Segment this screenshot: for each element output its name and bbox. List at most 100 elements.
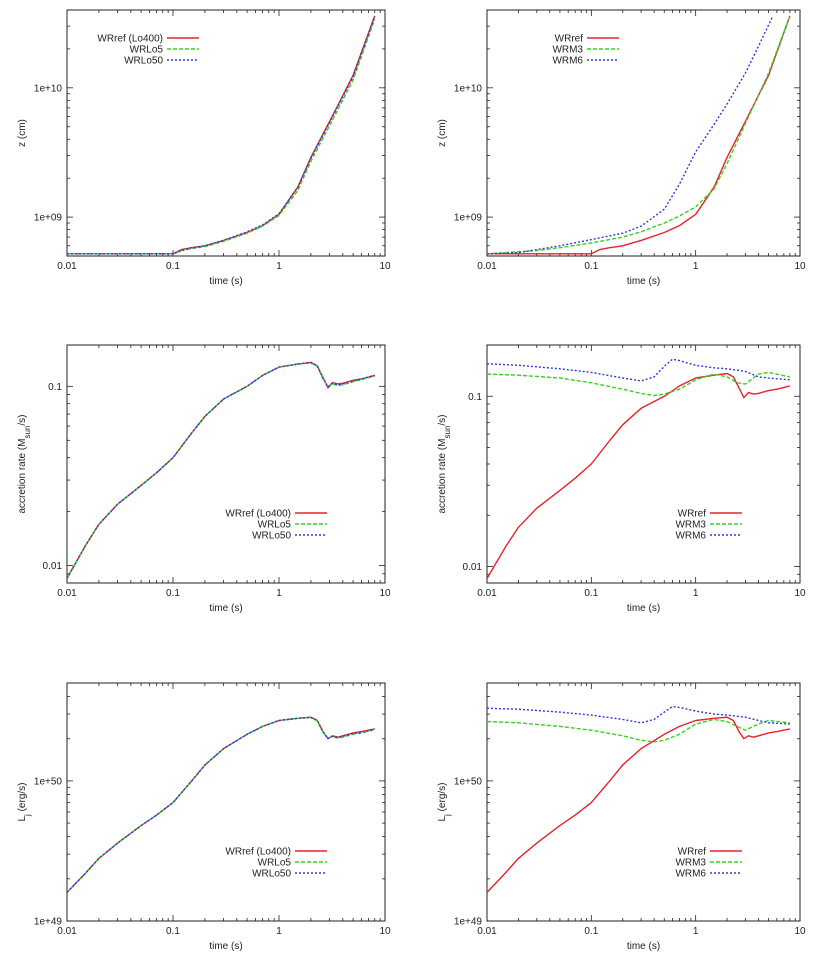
x-tick-label: 0.01	[477, 926, 497, 937]
series-group	[67, 361, 375, 579]
series-line-wrref	[487, 372, 791, 579]
x-tick-label: 1	[693, 588, 699, 599]
series-line-wrlo50	[67, 716, 375, 893]
series-line-wrref-lo400-	[67, 716, 375, 893]
y-axis-label-tail: /s)	[437, 414, 448, 425]
x-tick-label: 1	[693, 261, 699, 272]
series-line-wrlo50	[67, 361, 375, 579]
y-axis-label: Lj (erg/s)	[437, 782, 452, 821]
y-axis-label-subscript: j	[23, 814, 32, 817]
y-axis-label-main: accretion rate (M	[437, 438, 448, 513]
x-tick-label: 10	[379, 926, 391, 937]
x-tick-label: 10	[794, 261, 806, 272]
y-tick-label: 1e+10	[34, 83, 63, 94]
x-tick-label: 10	[379, 261, 391, 272]
x-tick-label: 0.1	[166, 926, 180, 937]
legend-label: WRLo50	[124, 56, 163, 67]
y-tick-label: 1e+50	[454, 776, 483, 787]
x-tick-label: 10	[794, 588, 806, 599]
plot-frame	[486, 682, 801, 922]
y-axis-label-main: z (cm)	[17, 119, 28, 147]
y-axis-label-main: L	[437, 816, 448, 822]
y-tick-label: 1e+49	[454, 917, 483, 928]
legend-label: WRM3	[552, 45, 583, 56]
series-group	[487, 358, 791, 579]
legend-label: WRLo5	[258, 520, 292, 531]
series-line-wrlo5	[67, 18, 376, 255]
y-axis-label-main: accretion rate (M	[17, 438, 28, 513]
x-tick-label: 0.1	[584, 588, 598, 599]
x-axis-label: time (s)	[209, 276, 242, 287]
legend-label: WRref	[678, 847, 707, 858]
series-group	[487, 15, 791, 255]
x-tick-label: 1	[276, 261, 282, 272]
legend-label: WRLo50	[252, 531, 291, 542]
series-line-wrref-lo400-	[67, 15, 376, 255]
series-line-wrm6	[487, 705, 790, 725]
y-tick-label: 0.01	[463, 562, 483, 573]
x-tick-label: 1	[693, 926, 699, 937]
series-line-wrlo5	[67, 362, 375, 579]
series-group	[487, 705, 791, 893]
chart-panel-lj-ref-lo: 0.01 0.1 1 10 1e+49 1e+50 time (s) Lj (erg/s) WR…	[17, 682, 391, 952]
plot-frame	[66, 9, 386, 257]
legend-label: WRref	[678, 509, 707, 520]
series-line-wrlo5	[67, 716, 375, 893]
series-line-wrm6	[487, 358, 790, 382]
x-tick-label: 10	[379, 588, 391, 599]
series-line-wrref	[487, 716, 791, 893]
series-line-wrm3	[487, 15, 791, 255]
x-tick-label: 1	[276, 588, 282, 599]
x-axis-label: time (s)	[627, 941, 660, 952]
legend-label: WRM6	[675, 869, 706, 880]
x-axis-label: time (s)	[209, 941, 242, 952]
x-tick-label: 0.01	[57, 261, 77, 272]
y-tick-label: 1e+09	[34, 213, 63, 224]
y-axis-label-tail: (erg/s)	[17, 782, 28, 814]
y-axis-label-main: L	[17, 816, 28, 822]
plot-frame	[66, 344, 386, 584]
legend-label: WRLo50	[252, 869, 291, 880]
chart-panel-z-ref-lo: 0.01 0.1 1 10 1e+09 1e+10 time (s) z (cm) WRref …	[17, 9, 391, 287]
series-group	[67, 15, 376, 255]
y-axis-label-main: z (cm)	[437, 119, 448, 147]
y-tick-label: 1e+09	[454, 213, 483, 224]
y-tick-label: 1e+49	[34, 917, 63, 928]
y-axis-label: Lj (erg/s)	[17, 782, 32, 821]
legend-label: WRLo5	[258, 858, 292, 869]
x-tick-label: 0.01	[477, 588, 497, 599]
y-axis-label: accretion rate (Msun/s)	[437, 414, 452, 513]
legend-label: WRref	[555, 34, 584, 45]
x-tick-label: 0.01	[57, 926, 77, 937]
x-tick-label: 0.1	[584, 926, 598, 937]
y-axis-label-tail: (erg/s)	[437, 782, 448, 814]
y-axis-label: z (cm)	[17, 119, 28, 147]
series-group	[67, 716, 375, 893]
y-tick-label: 1e+10	[454, 83, 483, 94]
y-axis-label-tail: /s)	[17, 414, 28, 425]
legend-label: WRM6	[675, 531, 706, 542]
chart-panel-acc-ref-lo: 0.01 0.1 1 10 0.01 0.1 time (s) accretion rate …	[17, 344, 391, 614]
legend-label: WRM3	[675, 520, 706, 531]
y-axis-label: z (cm)	[437, 119, 448, 147]
legend-label: WRref (Lo400)	[225, 509, 291, 520]
x-axis-label: time (s)	[627, 276, 660, 287]
legend-label: WRM3	[675, 858, 706, 869]
chart-panel-acc-ref-m: 0.01 0.1 1 10 0.01 0.1 time (s) accretion rate …	[437, 344, 806, 614]
series-line-wrm6	[487, 15, 774, 255]
legend-label: WRref (Lo400)	[97, 34, 163, 45]
series-line-wrm3	[487, 718, 790, 743]
plot-frame	[486, 9, 801, 257]
x-tick-label: 1	[276, 926, 282, 937]
x-tick-label: 0.1	[166, 261, 180, 272]
y-axis-label-subscript: j	[443, 814, 452, 817]
x-tick-label: 0.01	[477, 261, 497, 272]
